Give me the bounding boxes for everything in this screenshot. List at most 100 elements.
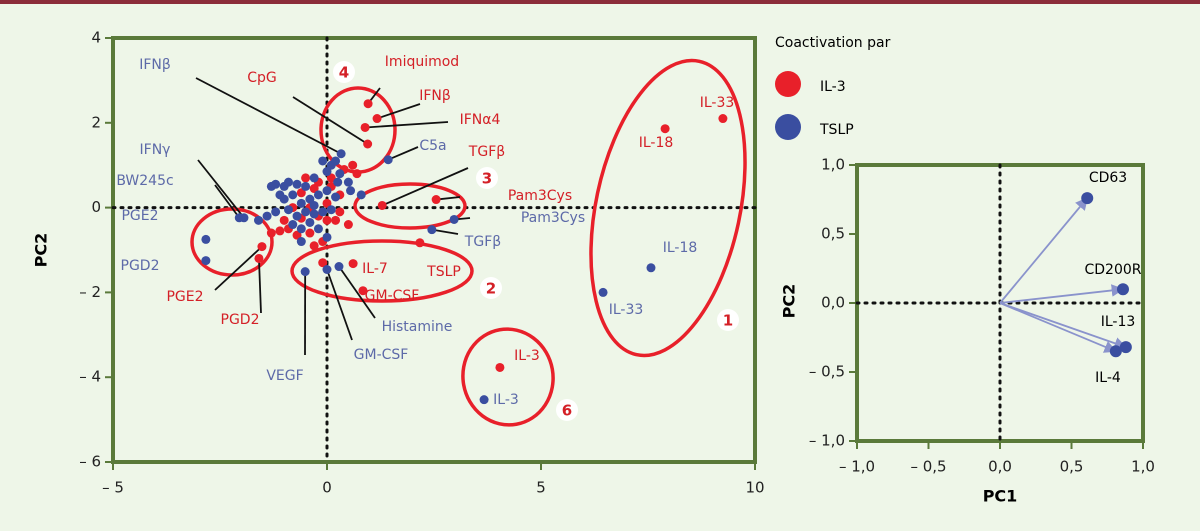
point [300, 267, 310, 277]
group-number: 3 [482, 170, 492, 188]
leader-line [376, 103, 421, 120]
x-tick-label: 1,0 [1131, 458, 1155, 476]
point-label: PGE2 [166, 289, 203, 305]
point-label: Pam3Cys [521, 210, 585, 226]
point [279, 215, 289, 225]
y-tick-label: 1,0 [821, 156, 845, 174]
point [283, 205, 293, 215]
point [718, 114, 728, 124]
point [322, 232, 332, 242]
point-label: IL-3 [493, 392, 519, 408]
point-label: IL-33 [700, 95, 735, 111]
point [254, 253, 264, 263]
loading-point [1109, 345, 1122, 358]
point-label: IL-18 [639, 135, 674, 151]
group-badge [476, 167, 498, 189]
point [360, 122, 370, 132]
point [296, 237, 306, 247]
x-tick-label: 0 [322, 479, 332, 497]
point [427, 225, 437, 235]
point [322, 167, 332, 177]
point-label: TGFβ [468, 144, 505, 160]
point [292, 211, 302, 221]
y-tick-label: – 2 [79, 283, 101, 301]
point-label: C5a [419, 138, 446, 154]
point-label: IFNβ [139, 57, 171, 73]
point [318, 207, 328, 217]
point [334, 262, 344, 272]
group-number: 2 [486, 280, 496, 298]
point-label: IL-7 [362, 261, 388, 277]
point-label: CD63 [1089, 170, 1127, 186]
point [301, 181, 311, 191]
point-label: CpG [247, 70, 277, 86]
y-axis-title: PC2 [32, 233, 51, 268]
point-label: IFNα4 [460, 112, 501, 128]
point [322, 215, 332, 225]
point [262, 211, 272, 221]
point-label: TGFβ [464, 234, 501, 250]
point [343, 177, 353, 187]
point [363, 99, 373, 109]
point-label: IFNβ [419, 88, 451, 104]
point-label: IL-13 [1101, 314, 1136, 330]
point-label: BW245c [116, 173, 173, 189]
point [646, 263, 656, 273]
loading-point [1081, 192, 1094, 205]
group-number: 4 [339, 64, 349, 82]
leader-line [326, 269, 353, 341]
y-tick-label: 0 [91, 198, 101, 216]
leader-line [197, 159, 245, 219]
point [335, 169, 345, 179]
y-axis-title: PC2 [780, 284, 799, 319]
point [331, 156, 341, 166]
y-tick-label: 4 [91, 29, 101, 47]
point [348, 259, 358, 269]
point [343, 220, 353, 230]
point-label: Pam3Cys [508, 188, 572, 204]
point [257, 242, 267, 252]
x-tick-label: 0,0 [988, 458, 1012, 476]
point [313, 190, 323, 200]
loading-arrow [999, 284, 1125, 304]
loading-point [1119, 341, 1132, 354]
point [333, 177, 343, 187]
leader-line [214, 184, 240, 219]
point-label: PGD2 [121, 258, 160, 274]
point [309, 209, 319, 219]
point [326, 205, 336, 215]
leader-line [214, 245, 263, 291]
group-ellipse [589, 58, 747, 358]
group-number: 1 [723, 312, 733, 330]
group-ellipse [290, 239, 474, 303]
group-ellipse [353, 182, 467, 230]
loading-point [1116, 283, 1129, 296]
x-tick-label: 5 [536, 479, 546, 497]
point-label: IL-33 [609, 302, 644, 318]
point [305, 228, 315, 238]
point [449, 214, 459, 224]
point-label: IL-4 [1095, 370, 1121, 386]
leader-line [195, 77, 342, 155]
leader-line [381, 167, 469, 207]
point [331, 192, 341, 202]
point [301, 173, 311, 183]
point [309, 200, 319, 210]
x-tick-label: 10 [745, 479, 764, 497]
point [660, 124, 670, 134]
point-label: PGD2 [221, 312, 260, 328]
point [322, 198, 332, 208]
leader-line [292, 96, 369, 145]
point-label: PGE2 [121, 208, 158, 224]
y-tick-label: – 1,0 [809, 432, 845, 450]
point-label: IFNγ [140, 142, 171, 158]
point [336, 149, 346, 159]
group-badge [717, 309, 739, 331]
point [352, 169, 362, 179]
point [331, 215, 341, 225]
point-label: TSLP [426, 264, 461, 280]
point-label: GM-CSF [354, 347, 409, 363]
point [415, 238, 425, 248]
point [288, 190, 298, 200]
